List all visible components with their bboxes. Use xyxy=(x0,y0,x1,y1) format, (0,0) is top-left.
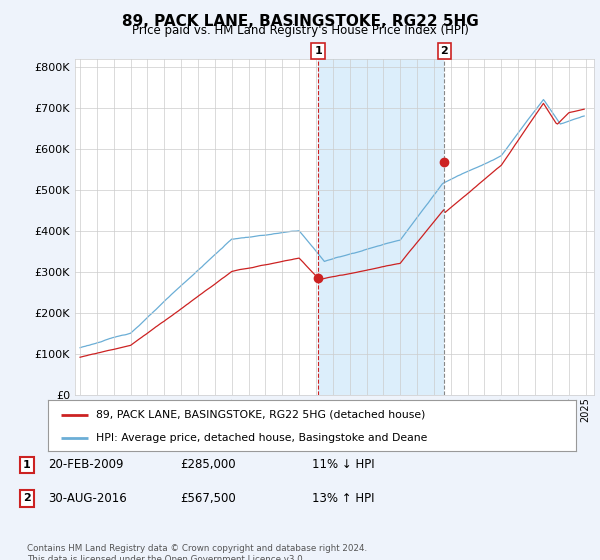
Text: 1: 1 xyxy=(314,46,322,56)
Text: £285,000: £285,000 xyxy=(180,458,236,472)
Text: HPI: Average price, detached house, Basingstoke and Deane: HPI: Average price, detached house, Basi… xyxy=(95,433,427,443)
Bar xyxy=(318,59,445,395)
Text: 20-FEB-2009: 20-FEB-2009 xyxy=(48,458,124,472)
Text: 2: 2 xyxy=(440,46,448,56)
Text: Price paid vs. HM Land Registry's House Price Index (HPI): Price paid vs. HM Land Registry's House … xyxy=(131,24,469,36)
Text: 30-AUG-2016: 30-AUG-2016 xyxy=(48,492,127,505)
Text: 2: 2 xyxy=(23,493,31,503)
Text: 1: 1 xyxy=(23,460,31,470)
Text: Contains HM Land Registry data © Crown copyright and database right 2024.
This d: Contains HM Land Registry data © Crown c… xyxy=(27,544,367,560)
Text: 89, PACK LANE, BASINGSTOKE, RG22 5HG (detached house): 89, PACK LANE, BASINGSTOKE, RG22 5HG (de… xyxy=(95,409,425,419)
Text: 13% ↑ HPI: 13% ↑ HPI xyxy=(312,492,374,505)
Text: 89, PACK LANE, BASINGSTOKE, RG22 5HG: 89, PACK LANE, BASINGSTOKE, RG22 5HG xyxy=(122,14,478,29)
Text: 11% ↓ HPI: 11% ↓ HPI xyxy=(312,458,374,472)
Text: £567,500: £567,500 xyxy=(180,492,236,505)
